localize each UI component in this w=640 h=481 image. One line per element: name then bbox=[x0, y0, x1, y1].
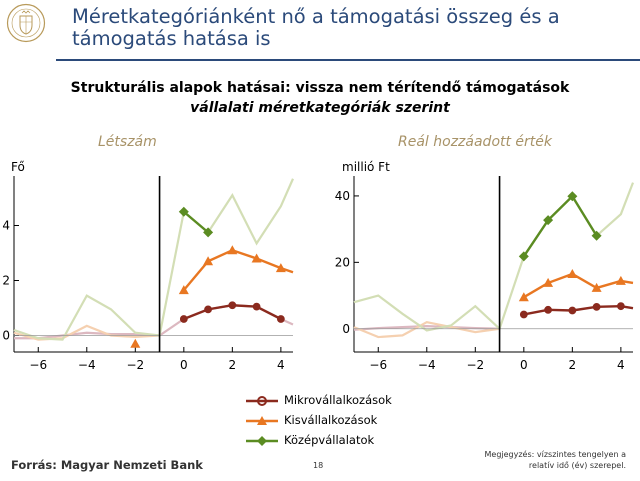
left-marker-triangle bbox=[227, 245, 238, 255]
left-marker-circle bbox=[228, 301, 237, 310]
left-ytick-label: 0 bbox=[2, 329, 10, 343]
left-ytick-label: 2 bbox=[2, 274, 10, 288]
left-marker-circle bbox=[179, 315, 188, 323]
right-marker-diamond bbox=[591, 230, 602, 241]
page-title: Méretkategóriánként nő a támogatási össz… bbox=[72, 6, 572, 50]
left-panel-title: Létszám bbox=[98, 134, 157, 150]
left-marker-triangle bbox=[178, 285, 189, 295]
right-xtick-label: −6 bbox=[369, 358, 387, 372]
left-xtick-label: 2 bbox=[229, 358, 237, 372]
right-marker-circle bbox=[592, 302, 601, 311]
left-marker-diamond bbox=[203, 227, 214, 238]
legend-label-micro: Mikrovállalkozások bbox=[284, 393, 392, 407]
right-ytick-label: 20 bbox=[335, 255, 350, 269]
left-marker-triangle bbox=[275, 263, 286, 273]
right-marker-triangle bbox=[591, 282, 602, 292]
left-marker-diamond bbox=[178, 206, 189, 217]
right-marker-diamond bbox=[543, 215, 554, 226]
right-ytick-label: 0 bbox=[342, 322, 350, 336]
right-ytick-label: 40 bbox=[335, 189, 350, 203]
left-xtick-label: 0 bbox=[180, 358, 188, 372]
axis-note-line-1: Megjegyzés: vízszintes tengelyen a bbox=[484, 450, 627, 459]
source-note: Forrás: Magyar Nemzeti Bank bbox=[11, 458, 203, 472]
left-marker-triangle bbox=[203, 256, 214, 266]
right-marker-circle bbox=[568, 306, 577, 315]
left-faded-line bbox=[13, 324, 160, 341]
right-marker-triangle bbox=[518, 292, 529, 302]
right-marker-triangle bbox=[615, 275, 626, 285]
axis-note: Megjegyzés: vízszintes tengelyen a relat… bbox=[454, 449, 627, 471]
right-marker-circle bbox=[544, 305, 552, 314]
right-marker-circle bbox=[519, 310, 528, 319]
left-series-line bbox=[183, 210, 209, 234]
right-series-line bbox=[522, 194, 598, 258]
left-xtick-label: −2 bbox=[126, 358, 144, 372]
right-xtick-label: 4 bbox=[617, 358, 625, 372]
page-title-line-2: támogatás hatása is bbox=[72, 27, 271, 50]
right-marker-triangle bbox=[543, 277, 554, 287]
right-faded-line bbox=[353, 320, 500, 339]
left-marker-triangle bbox=[251, 253, 262, 263]
mnb-logo bbox=[6, 3, 46, 43]
right-marker-circle bbox=[616, 302, 625, 311]
right-chart: 0 20 40 −6 −4 −2 0 2 4 bbox=[335, 176, 635, 372]
right-xtick-label: −4 bbox=[418, 358, 436, 372]
left-xtick-label: −4 bbox=[78, 358, 96, 372]
page-title-line-1: Méretkategóriánként nő a támogatási össz… bbox=[72, 5, 560, 28]
left-xtick-label: 4 bbox=[277, 358, 285, 372]
left-marker-circle bbox=[204, 305, 212, 314]
left-panel-ylabel: Fő bbox=[11, 160, 25, 174]
chart-subtitle-2: vállalati méretkategóriák szerint bbox=[190, 100, 450, 116]
left-chart: 0 2 4 −6 −4 −2 0 2 4 bbox=[2, 176, 295, 372]
right-xtick-label: −2 bbox=[466, 358, 484, 372]
right-marker-diamond bbox=[567, 191, 578, 202]
title-divider bbox=[56, 59, 640, 61]
left-marker-circle bbox=[276, 315, 285, 323]
right-xtick-label: 0 bbox=[520, 358, 528, 372]
right-marker-triangle bbox=[567, 268, 578, 278]
right-faded-line bbox=[353, 324, 500, 331]
right-panel-title: Reál hozzáadott érték bbox=[398, 134, 553, 150]
left-marker-triangle bbox=[130, 338, 141, 348]
axis-note-line-2: relatív idő (év) szerepel. bbox=[528, 461, 626, 470]
right-marker-diamond bbox=[518, 251, 529, 262]
right-panel-ylabel: millió Ft bbox=[342, 160, 390, 174]
legend-label-medium: Középvállalatok bbox=[284, 433, 375, 447]
left-xtick-label: −6 bbox=[29, 358, 47, 372]
left-marker-circle bbox=[252, 302, 261, 311]
left-ytick-label: 4 bbox=[2, 219, 10, 233]
page-number: 18 bbox=[313, 461, 324, 470]
legend-label-small: Kisvállalkozások bbox=[284, 413, 378, 427]
right-xtick-label: 2 bbox=[569, 358, 577, 372]
chart-subtitle: Strukturális alapok hatásai: vissza nem … bbox=[70, 80, 570, 96]
